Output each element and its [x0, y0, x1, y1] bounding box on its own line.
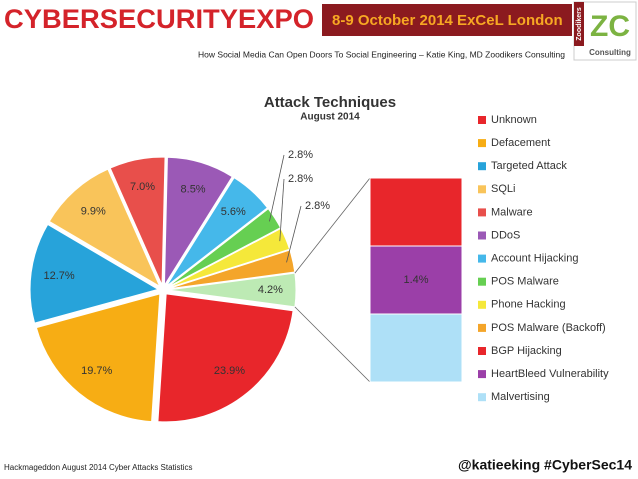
legend-label: Unknown — [491, 114, 537, 126]
legend-label: POS Malware — [491, 276, 559, 288]
legend-label: Phone Hacking — [491, 299, 566, 311]
legend-swatch — [478, 300, 486, 309]
legend-label: SQLi — [491, 183, 515, 195]
legend-label: Defacement — [491, 137, 550, 149]
legend-label: Malvertising — [491, 391, 550, 403]
legend-label: HeartBleed Vulnerability — [491, 368, 609, 380]
legend-swatch — [478, 208, 486, 217]
connector — [294, 306, 371, 383]
pie-slice — [163, 156, 233, 288]
legend-swatch — [478, 370, 486, 379]
legend-swatch — [478, 323, 486, 332]
source: Hackmageddon August 2014 Cyber Attacks S… — [4, 463, 193, 472]
legend-swatch — [478, 116, 486, 124]
legend-label: DDoS — [491, 229, 520, 241]
logo — [573, 1, 637, 61]
legend-label: POS Malware (Backoff) — [491, 322, 606, 334]
handle: @katieeking #CyberSec14 — [458, 457, 632, 473]
connector — [294, 177, 371, 274]
leader-line — [269, 154, 285, 222]
logo-tagline: Consulting — [589, 48, 631, 57]
legend-label: Malware — [491, 206, 533, 218]
chart-subtitle: August 2014 — [300, 112, 360, 123]
logo-name: Zoodikers — [576, 7, 583, 41]
talk-title: How Social Media Can Open Doors To Socia… — [198, 49, 565, 59]
pie-slice — [157, 293, 294, 423]
pie-slice — [29, 223, 160, 324]
legend-swatch — [478, 254, 486, 263]
legend-swatch — [478, 347, 486, 355]
slice-label: 9.9% — [81, 206, 106, 218]
slice-label: 4.2% — [258, 284, 283, 296]
slice-label: 23.9% — [214, 365, 245, 377]
slice-label: 19.7% — [81, 365, 112, 377]
legend-swatch — [478, 231, 486, 240]
legend-label: BGP Hijacking — [491, 345, 562, 357]
slice-label: 8.5% — [181, 183, 206, 195]
pie-slice — [48, 168, 161, 288]
legend-swatch — [478, 162, 486, 171]
legend-label: Account Hijacking — [491, 253, 578, 265]
legend-swatch — [478, 139, 486, 148]
bar-label: 1.4% — [403, 274, 428, 286]
other-slice — [167, 272, 297, 308]
logo-strip — [574, 2, 584, 46]
pie-slice — [35, 293, 161, 423]
slice-label: 5.6% — [221, 206, 246, 218]
slice-label: 2.8% — [288, 173, 313, 185]
event: 8-9 October 2014 ExCeL London — [332, 12, 563, 29]
slice-label: 2.8% — [305, 200, 330, 212]
event-banner — [322, 4, 572, 36]
legend-swatch — [478, 393, 486, 402]
logo-initials: ZC — [590, 10, 630, 43]
legend-label: Targeted Attack — [491, 160, 567, 172]
bar-segment — [369, 245, 463, 315]
leader-line — [279, 178, 285, 242]
bar-segment — [369, 177, 463, 247]
brand: CYBERSECURITYEXPO — [4, 4, 314, 34]
chart-title: Attack Techniques — [264, 94, 396, 111]
slice-label: 2.8% — [288, 149, 313, 161]
slice-label: 12.7% — [43, 270, 74, 282]
legend-swatch — [478, 277, 486, 286]
pie-slice — [109, 156, 166, 286]
pie-slice — [165, 177, 269, 287]
bar-segment — [369, 313, 463, 383]
slice-label: 7.0% — [130, 181, 155, 193]
legend-swatch — [478, 185, 486, 194]
leader-line — [286, 205, 302, 263]
